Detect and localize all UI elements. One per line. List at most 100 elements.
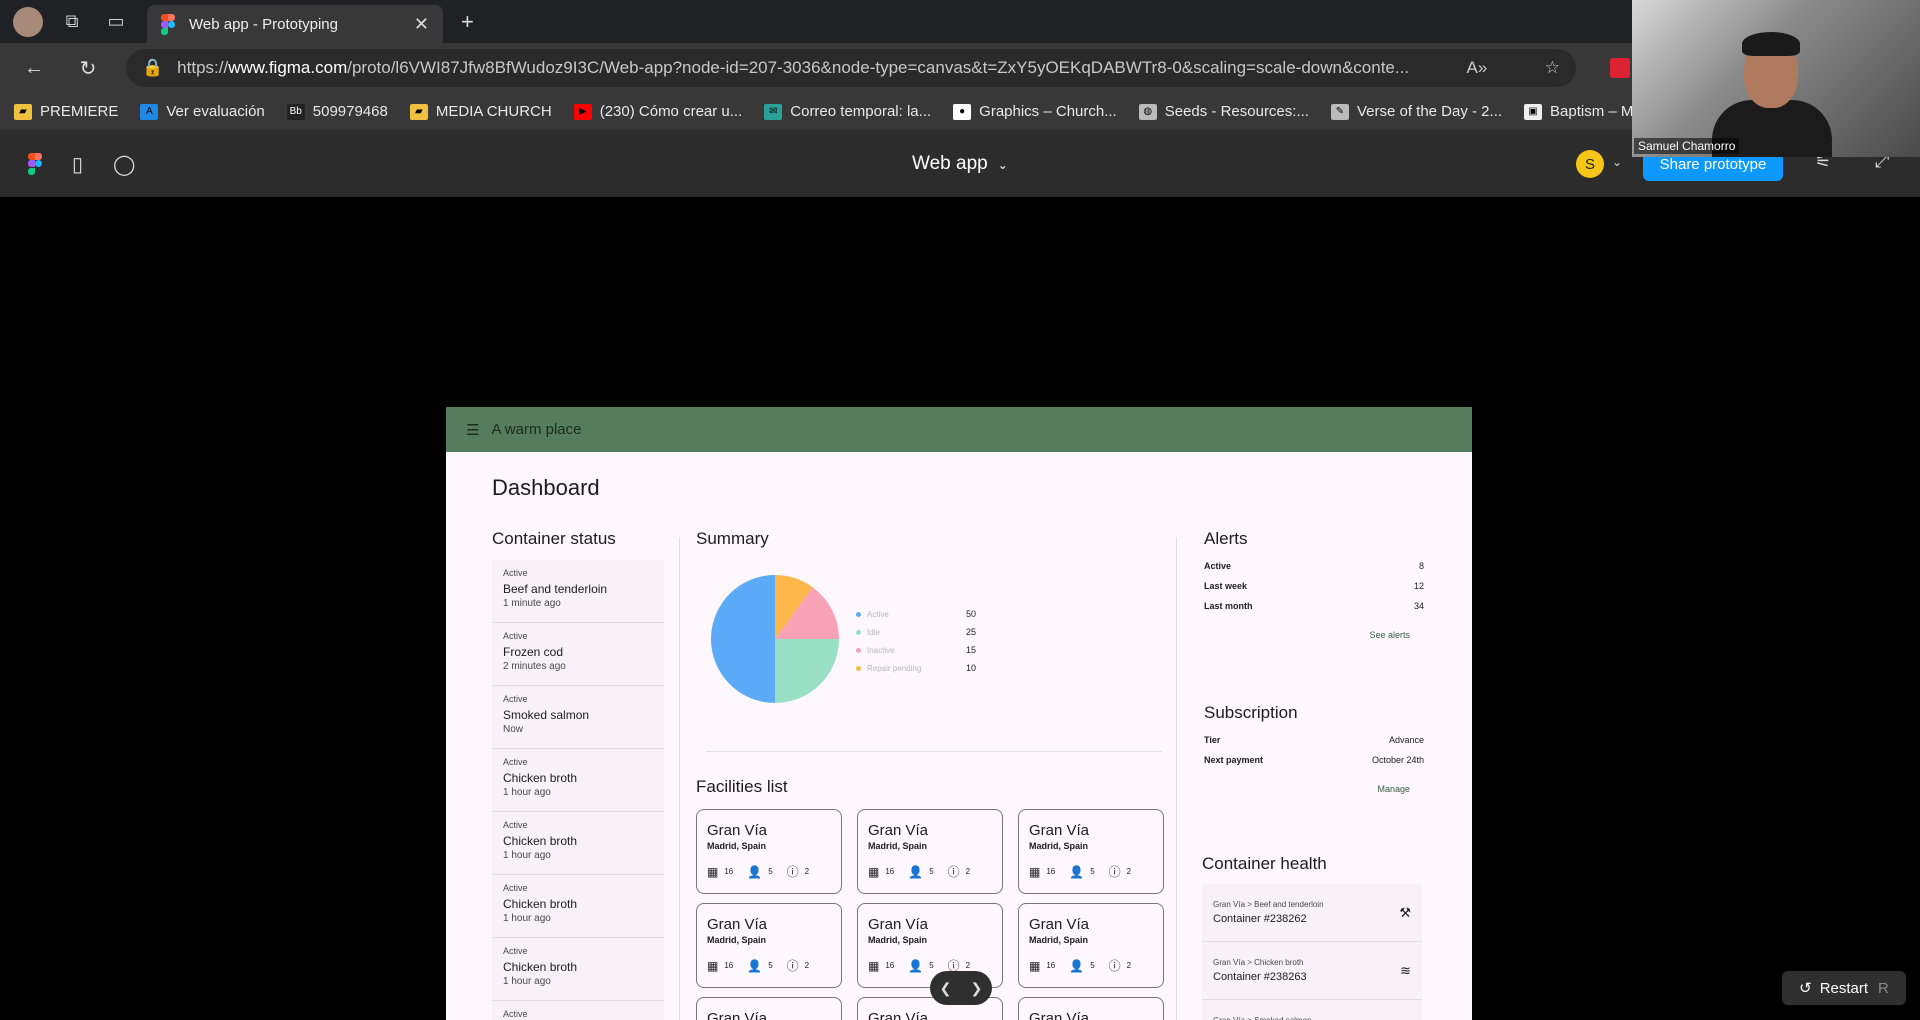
next-frame-icon[interactable]: ❯ [970, 979, 983, 996]
comment-icon[interactable]: ◯ [113, 153, 136, 176]
subscription-label: Next payment [1204, 755, 1264, 765]
item-time: Now [503, 724, 524, 735]
bookmark-item[interactable]: ▶ (230) Cómo crear u... [573, 103, 742, 120]
bookmark-item[interactable]: ▣ Baptism – Min [1524, 103, 1645, 120]
container-status-item[interactable]: Active Smoked salmon Now [492, 686, 664, 749]
read-aloud-icon[interactable]: A» [1466, 58, 1488, 77]
reload-icon[interactable]: ↻ [79, 57, 97, 80]
status-label: Active [503, 883, 528, 893]
stat-value: 2 [804, 867, 810, 876]
prototype-frame: ☰ A warm place Dashboard Container statu… [446, 407, 1472, 1020]
health-text: Gran Vía > Chicken broth Container #23826… [1213, 958, 1307, 983]
restart-label: Restart [1819, 979, 1869, 997]
browser-tab[interactable]: Web app - Prototyping ✕ [147, 5, 443, 43]
app-brand: A warm place [491, 421, 582, 438]
profile-avatar[interactable] [13, 6, 43, 37]
bookmark-item[interactable]: ◍ Seeds - Resources:... [1138, 103, 1309, 120]
bookmark-item[interactable]: A Ver evaluación [140, 103, 265, 120]
summary-legend: Active 50 Idle 25 Inactive 15 Repair pending 10 [856, 605, 976, 677]
figma-logo-icon[interactable] [28, 153, 42, 175]
stat-value: 5 [768, 867, 773, 876]
collections-icon[interactable]: ⧉ [65, 11, 79, 31]
facility-stats: ▦ 16 👤 5 ⓘ 2 [868, 863, 992, 880]
legend-label: Active [867, 609, 889, 619]
container-status-item[interactable]: Active Frozen cod 2 minutes ago [492, 623, 664, 686]
tab-actions-icon[interactable]: ▭ [107, 11, 125, 31]
close-tab-icon[interactable]: ✕ [413, 13, 429, 34]
legend-label: Repair pending [867, 663, 922, 673]
stat-alerts: ⓘ 2 [787, 957, 809, 974]
extension-icon[interactable] [1610, 58, 1630, 78]
stat-alerts: ⓘ 2 [1109, 957, 1131, 974]
item-time: 2 minutes ago [503, 661, 566, 672]
bookmark-label: Correo temporal: la... [790, 103, 932, 120]
bookmark-label: MEDIA CHURCH [435, 103, 552, 120]
container-health-item[interactable]: Gran Vía > Smoked salmonContainer #23826… [1202, 1000, 1422, 1020]
stat-people: 👤 5 [1069, 959, 1094, 973]
pie-slice-inactive [775, 587, 839, 639]
legend-row: Active 50 [856, 605, 976, 623]
webcam-person-hair [1742, 32, 1800, 56]
person-icon: 👤 [1069, 958, 1085, 973]
bookmark-item[interactable]: ▰ PREMIERE [14, 103, 118, 120]
container-health-item[interactable]: Gran Vía > Beef and tenderloin Container … [1202, 884, 1422, 942]
back-icon[interactable]: ← [24, 56, 44, 79]
legend-value: 50 [965, 609, 976, 619]
alert-icon: ⓘ [786, 959, 799, 973]
bookmark-label: Ver evaluación [166, 103, 265, 120]
stat-value: 16 [885, 961, 895, 970]
container-status-item[interactable]: Active Beef and tenderloin 1 minute ago [492, 560, 664, 623]
bookmark-item[interactable]: ▰ MEDIA CHURCH [409, 103, 552, 120]
stat-people: 👤 5 [908, 959, 933, 973]
bookmark-item[interactable]: ✉ Correo temporal: la... [764, 103, 931, 120]
subscription-title: Subscription [1204, 703, 1298, 722]
subscription-link[interactable]: Manage [1377, 784, 1410, 794]
facility-name: Gran Vía [1029, 1010, 1090, 1020]
url-path: /proto/l6VWI87Jfw8BfWudoz9I3C/Web-app?no… [347, 58, 1410, 77]
user-menu-chevron-icon[interactable]: ⌄ [1612, 155, 1623, 169]
person-icon: 👤 [747, 864, 763, 879]
container-health-item[interactable]: Gran Vía > Chicken broth Container #23826… [1202, 942, 1422, 1000]
restart-button[interactable]: ↺ Restart R [1782, 971, 1906, 1005]
alerts-link[interactable]: See alerts [1369, 630, 1410, 640]
facility-name: Gran Vía [707, 916, 768, 933]
favorite-star-icon[interactable]: ☆ [1544, 58, 1560, 77]
stat-containers: ▦ 16 [1029, 865, 1055, 879]
alerts-row: Active 8 [1204, 556, 1424, 576]
bookmark-item[interactable]: ✎ Verse of the Day - 2... [1330, 103, 1503, 120]
sidebar-toggle-icon[interactable]: ▯ [72, 153, 84, 176]
url-field[interactable]: 🔒 https://www.figma.com/proto/l6VWI87Jfw… [126, 49, 1576, 87]
bookmark-item[interactable]: Bb 509979468 [286, 103, 388, 120]
user-avatar[interactable]: S [1576, 150, 1604, 178]
grid-icon: ▦ [1029, 864, 1041, 879]
facility-name: Gran Vía [707, 1010, 768, 1020]
bookmark-item[interactable]: ● Graphics – Church... [953, 103, 1117, 120]
alert-icon: ⓘ [947, 959, 960, 973]
facility-name: Gran Vía [1029, 822, 1090, 839]
youtube-icon: ▶ [573, 103, 592, 120]
facility-name: Gran Vía [868, 916, 929, 933]
menu-icon[interactable]: ☰ [466, 421, 480, 439]
bookmark-label: Verse of the Day - 2... [1356, 103, 1503, 120]
status-label: Active [503, 568, 528, 578]
file-title[interactable]: Web app ⌄ [912, 153, 1008, 175]
facility-location: Madrid, Spain [868, 841, 928, 851]
health-path: Gran Vía > Smoked salmon [1213, 1016, 1312, 1020]
facilities-title: Facilities list [696, 777, 788, 796]
previous-frame-icon[interactable]: ❮ [939, 979, 952, 996]
new-tab-icon[interactable]: + [461, 8, 474, 34]
facility-name: Gran Vía [868, 822, 929, 839]
divider [679, 537, 680, 1020]
